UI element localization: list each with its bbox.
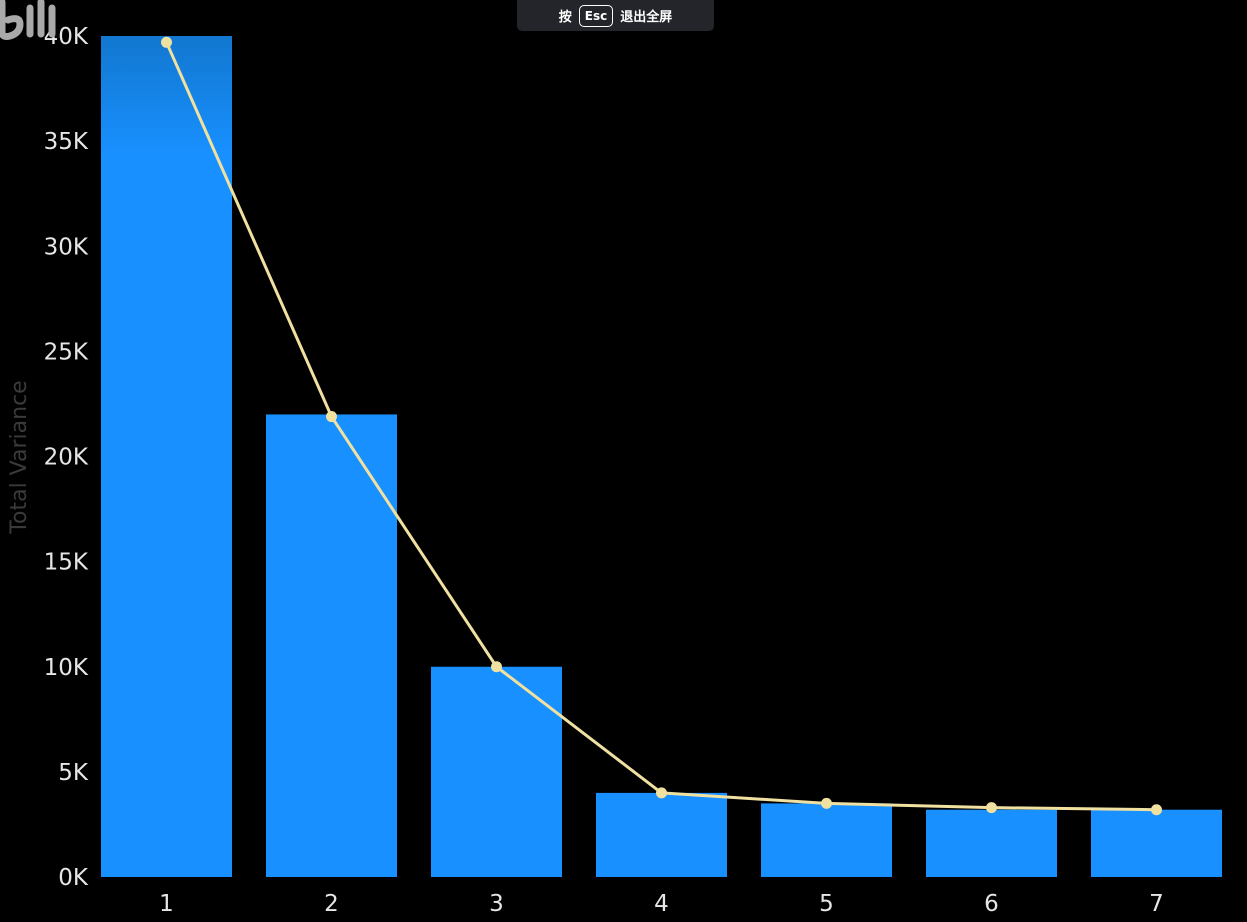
y-tick-label: 0K [58,865,89,891]
bar-6 [926,809,1057,877]
y-tick-label: 35K [44,129,89,155]
bilibili-logo-icon [0,0,56,40]
bar-5 [761,803,892,877]
bar-1 [101,36,232,877]
line-point-7 [1151,804,1162,816]
x-axis-ticks: 1 2 3 4 5 6 7 [159,891,1164,917]
bar-3 [431,666,562,877]
banner-prefix: 按 [558,10,572,25]
esc-key-badge[interactable]: Esc [578,4,614,27]
y-tick-label: 10K [44,655,89,681]
x-tick-label: 4 [654,891,669,917]
banner-suffix: 退出全屏 [620,10,673,25]
x-tick-label: 3 [489,891,504,917]
x-tick-label: 7 [1149,891,1164,917]
line-point-3 [491,661,502,673]
bar-2 [266,414,397,877]
line-point-1 [161,36,172,48]
bars-group [101,36,1222,877]
x-tick-label: 1 [159,891,174,917]
line-series [161,36,1162,816]
line-point-2 [326,411,337,423]
x-tick-label: 2 [324,891,339,917]
line-point-5 [821,797,832,809]
bar-7 [1091,809,1222,877]
y-tick-label: 25K [44,339,89,365]
bar-4 [596,792,727,877]
line-point-6 [986,802,997,814]
x-tick-label: 5 [819,891,834,917]
exit-fullscreen-banner: 按 Esc 退出全屏 [517,0,714,31]
x-tick-label: 6 [984,891,999,917]
y-tick-label: 5K [58,760,89,786]
line-point-4 [656,787,667,799]
y-tick-label: 20K [44,445,89,471]
y-tick-label: 15K [44,550,89,576]
y-axis-title: Total Variance [7,380,32,534]
y-tick-label: 30K [44,234,89,260]
